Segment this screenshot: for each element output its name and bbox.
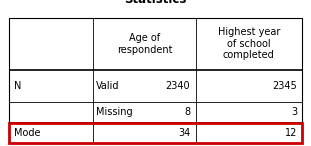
Text: Mode: Mode (14, 128, 40, 138)
Text: 3: 3 (291, 107, 297, 117)
Bar (9, 18, 302, 143)
Text: Highest year
of school
completed: Highest year of school completed (218, 27, 280, 60)
Text: Age of
respondent: Age of respondent (117, 33, 172, 55)
Text: 2345: 2345 (272, 81, 297, 91)
Text: 34: 34 (178, 128, 190, 138)
Text: 8: 8 (184, 107, 190, 117)
Text: Statistics: Statistics (124, 0, 187, 6)
Text: Missing: Missing (96, 107, 133, 117)
Bar (9, 123, 302, 143)
Text: N: N (14, 81, 21, 91)
Text: 12: 12 (285, 128, 297, 138)
Text: Valid: Valid (96, 81, 120, 91)
Text: 2340: 2340 (166, 81, 190, 91)
